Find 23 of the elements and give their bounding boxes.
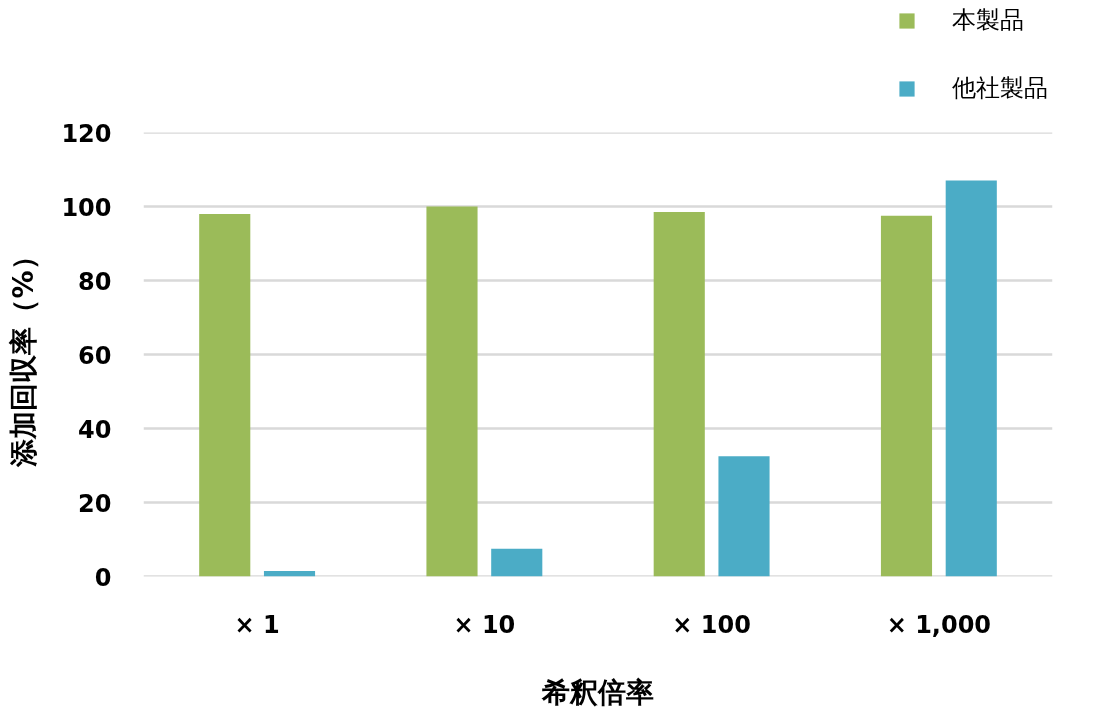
legend-label: 本製品 bbox=[952, 5, 1024, 36]
x-tick-label: × 100 bbox=[672, 610, 751, 639]
y-tick-label: 60 bbox=[78, 341, 112, 370]
bar bbox=[491, 548, 543, 577]
y-tick-label: 20 bbox=[78, 489, 112, 518]
y-axis-title: 添加回収率（%） bbox=[7, 242, 41, 468]
y-tick-label: 100 bbox=[61, 193, 112, 222]
bar bbox=[263, 570, 316, 577]
bar bbox=[718, 456, 770, 577]
y-tick-label: 120 bbox=[61, 119, 112, 148]
x-tick-label: × 1 bbox=[234, 610, 280, 639]
bar bbox=[880, 215, 933, 577]
y-tick-label: 80 bbox=[78, 267, 112, 296]
bar bbox=[199, 213, 251, 577]
x-tick-label: × 1,000 bbox=[886, 610, 992, 639]
x-tick-label: × 10 bbox=[453, 610, 516, 639]
legend-label: 他社製品 bbox=[952, 73, 1048, 104]
y-tick-label: 0 bbox=[94, 563, 112, 592]
bar bbox=[426, 206, 478, 577]
bar bbox=[653, 212, 705, 577]
x-axis-title: 希釈倍率 bbox=[541, 675, 654, 709]
bar bbox=[945, 180, 997, 577]
y-tick-label: 40 bbox=[78, 415, 112, 444]
